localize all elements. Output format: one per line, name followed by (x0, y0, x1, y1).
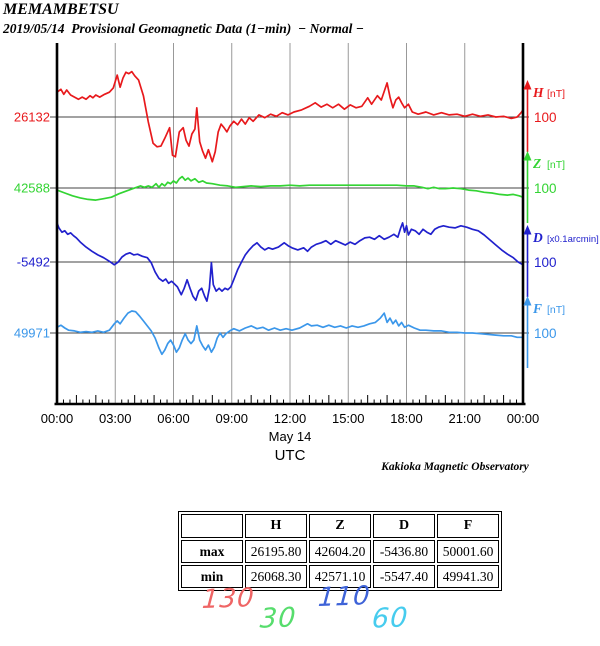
max-Z: 42604.20 (309, 540, 371, 563)
trace-F (56, 310, 524, 356)
handwritten-range-H: 130 (200, 583, 256, 615)
series-symbol-H: H (532, 85, 544, 100)
min-D: -5547.40 (373, 565, 435, 588)
table-row-max: max 26195.80 42604.20 -5436.80 50001.60 (181, 540, 499, 563)
x-tick-label-2: 06:00 (157, 411, 190, 426)
row-label-max: max (181, 540, 243, 563)
trace-D (56, 222, 524, 302)
x-date-label: May 14 (269, 429, 312, 444)
table-header-F: F (437, 514, 499, 538)
max-F: 50001.60 (437, 540, 499, 563)
scale-arrowhead-H (523, 80, 532, 90)
baseline-label-F: 49971 (14, 326, 50, 341)
table-header-D: D (373, 514, 435, 538)
series-symbol-Z: Z (532, 156, 541, 171)
min-H: 26068.30 (245, 565, 307, 588)
x-tick-label-4: 12:00 (274, 411, 307, 426)
scale-arrowhead-F (523, 296, 532, 306)
handwritten-range-Z: 30 (258, 602, 298, 635)
scale-arrowhead-Z (523, 151, 532, 161)
series-scale-D: 100 (534, 255, 557, 270)
handwritten-range-D: 110 (316, 581, 372, 613)
series-scale-F: 100 (534, 326, 557, 341)
baseline-label-Z: 42588 (14, 181, 50, 196)
table-header-row: H Z D F (181, 514, 499, 538)
x-tick-label-1: 03:00 (99, 411, 132, 426)
min-F: 49941.30 (437, 565, 499, 588)
x-axis-label: UTC (275, 447, 306, 464)
table-header-H: H (245, 514, 307, 538)
table-corner-cell (181, 514, 243, 538)
plot-subtitle: 2019/05/14 Provisional Geomagnetic Data … (3, 21, 364, 36)
handwritten-range-F: 60 (370, 602, 410, 635)
series-symbol-F: F (532, 301, 542, 316)
min-Z: 42571.10 (309, 565, 371, 588)
x-tick-label-3: 09:00 (215, 411, 248, 426)
series-symbol-D: D (532, 230, 543, 245)
baseline-label-D: -5492 (17, 255, 50, 270)
series-unit-H: [nT] (547, 88, 565, 100)
x-tick-label-7: 21:00 (448, 411, 481, 426)
series-unit-Z: [nT] (547, 159, 565, 171)
scale-arrowhead-D (523, 225, 532, 235)
table-header-Z: Z (309, 514, 371, 538)
row-label-min: min (181, 565, 243, 588)
x-tick-label-8: 00:00 (507, 411, 540, 426)
observatory-credit: Kakioka Magnetic Observatory (381, 461, 529, 473)
x-tick-label-0: 00:00 (41, 411, 74, 426)
table-row-min: min 26068.30 42571.10 -5547.40 49941.30 (181, 565, 499, 588)
baseline-label-H: 26132 (14, 110, 50, 125)
station-title: MEMAMBETSU (3, 1, 119, 18)
series-unit-D: [x0.1arcmin] (547, 234, 599, 245)
series-unit-F: [nT] (547, 304, 565, 316)
max-H: 26195.80 (245, 540, 307, 563)
max-D: -5436.80 (373, 540, 435, 563)
minmax-table: H Z D F max 26195.80 42604.20 -5436.80 5… (178, 511, 502, 591)
trace-H (56, 70, 524, 163)
trace-Z (56, 175, 524, 201)
x-tick-label-6: 18:00 (390, 411, 423, 426)
series-scale-Z: 100 (534, 181, 557, 196)
x-tick-label-5: 15:00 (332, 411, 365, 426)
series-scale-H: 100 (534, 110, 557, 125)
